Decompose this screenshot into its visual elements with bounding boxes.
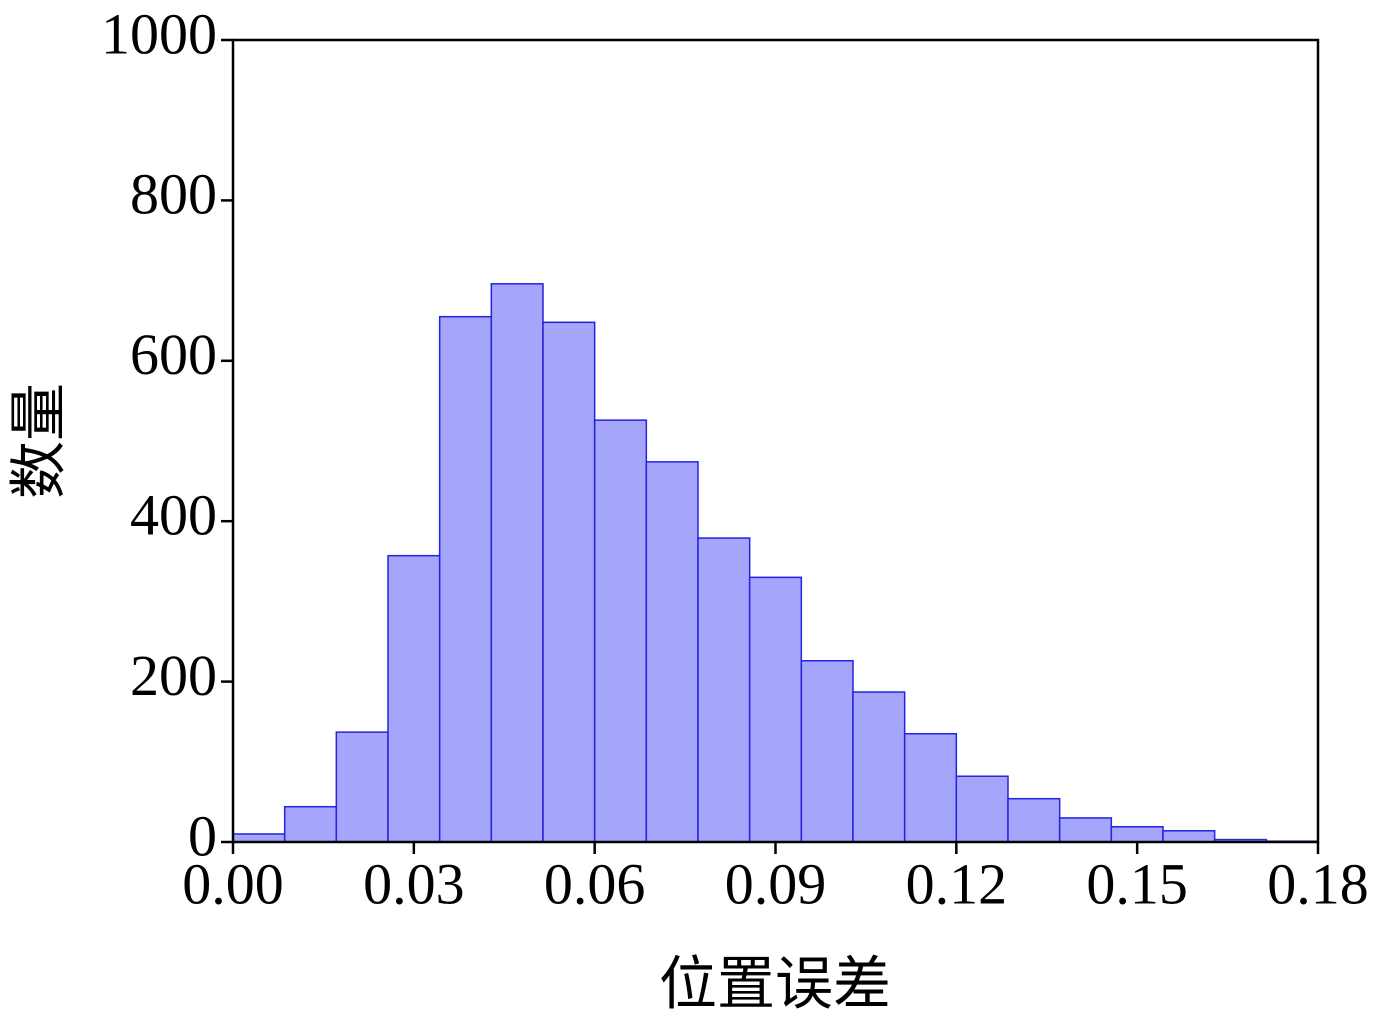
bar: [1007, 797, 1061, 843]
x-tick-label: 0.00: [182, 851, 284, 916]
bar: [903, 732, 958, 843]
bar: [542, 321, 596, 843]
x-tick-label: 0.12: [906, 851, 1008, 916]
x-axis-label: 位置误差: [659, 951, 891, 1016]
bar: [955, 775, 1009, 843]
x-tick-label: 0.09: [725, 851, 827, 916]
y-axis-label: 数量: [6, 383, 71, 499]
bar: [1162, 830, 1216, 843]
bar: [800, 659, 854, 843]
x-tick-label: 0.06: [544, 851, 646, 916]
bar: [697, 537, 751, 843]
bar: [438, 315, 493, 843]
bar: [852, 691, 906, 843]
x-tick-label: 0.15: [1086, 851, 1188, 916]
bar: [748, 576, 803, 843]
y-tick-label: 0: [188, 803, 217, 868]
y-tick-label: 800: [130, 162, 217, 227]
bar: [335, 731, 389, 843]
y-tick-label: 600: [130, 322, 217, 387]
x-tick-label: 0.03: [363, 851, 465, 916]
bar: [1110, 826, 1164, 843]
bar: [645, 461, 699, 843]
bar: [1058, 817, 1113, 843]
y-tick-label: 400: [130, 483, 217, 548]
bar: [387, 554, 441, 843]
bar: [593, 419, 648, 843]
x-tick-label: 0.18: [1267, 851, 1369, 916]
y-tick-label: 200: [130, 643, 217, 708]
bar: [283, 805, 338, 843]
y-tick-label: 1000: [101, 1, 217, 66]
bar: [490, 283, 544, 843]
